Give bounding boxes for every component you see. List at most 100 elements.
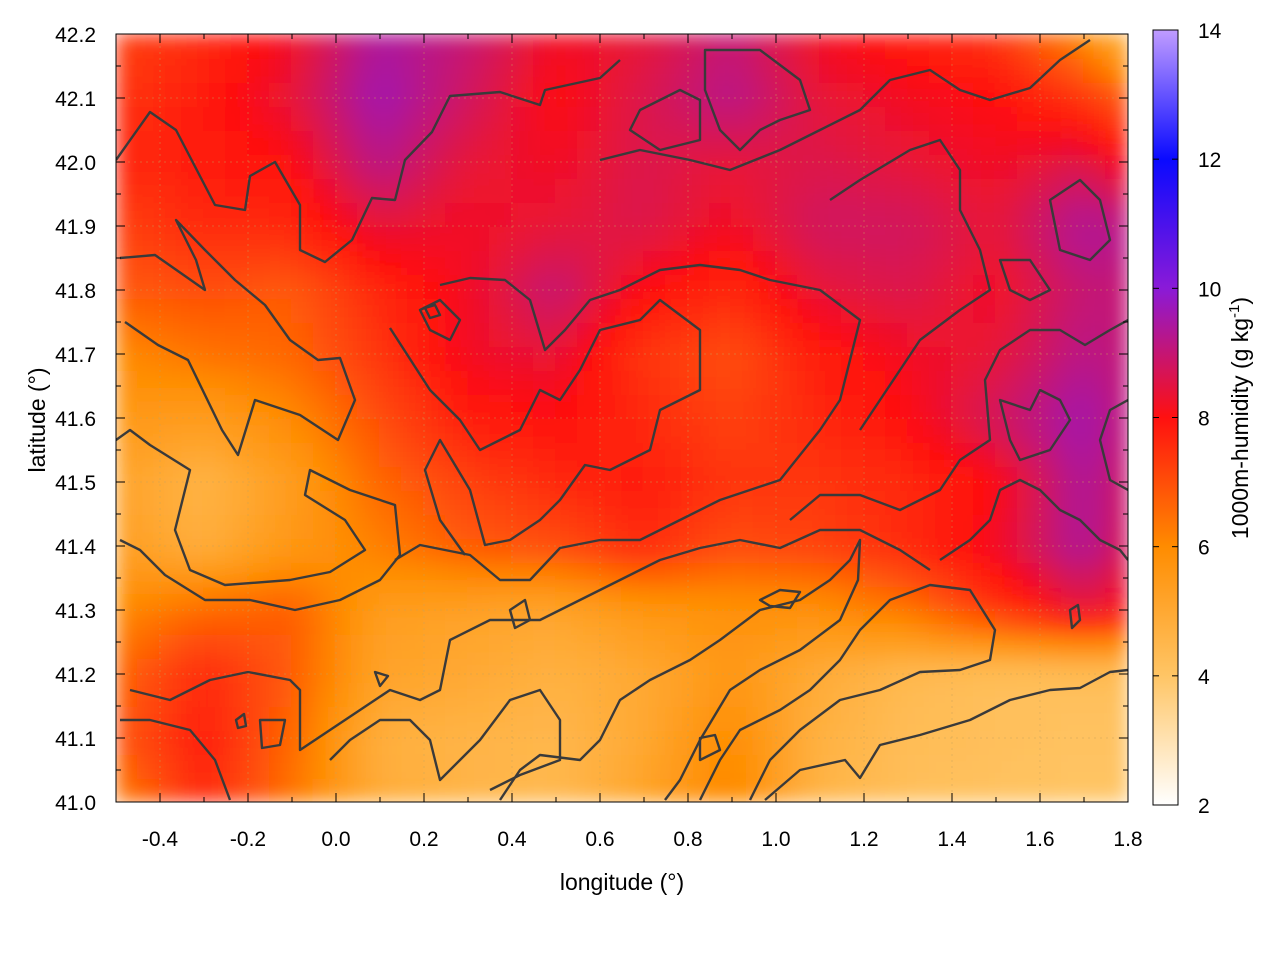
heatmap-cell (1017, 753, 1041, 779)
heatmap-cell (599, 657, 623, 683)
heatmap-cell (621, 345, 645, 371)
heatmap-cell (555, 513, 579, 539)
heatmap-cell (423, 585, 447, 611)
heatmap-cell (973, 34, 997, 59)
heatmap-cell (973, 777, 997, 802)
heatmap-cell (181, 81, 205, 107)
heatmap-cell (269, 201, 293, 227)
heatmap-cell (1039, 393, 1063, 419)
heatmap-cell (159, 153, 183, 179)
heatmap-cell (159, 585, 183, 611)
heatmap-cell (467, 249, 491, 275)
heatmap-cell (379, 393, 403, 419)
heatmap-cell (1017, 321, 1041, 347)
heatmap-cell (929, 729, 953, 755)
contour-line (698, 583, 997, 801)
heatmap-cell (137, 34, 161, 59)
heatmap-cell (269, 297, 293, 323)
colorbar-tick-label: 14 (1198, 20, 1222, 43)
heatmap-cell (885, 81, 909, 107)
heatmap-cell (401, 729, 425, 755)
heatmap-cell (423, 417, 447, 443)
heatmap-cell (1105, 705, 1128, 731)
heatmap-cell (665, 273, 689, 299)
heatmap-cell (1105, 417, 1128, 443)
heatmap-cell (291, 777, 315, 802)
heatmap-cell (203, 585, 227, 611)
heatmap-cell (731, 129, 755, 155)
heatmap-cell (665, 777, 689, 802)
heatmap-cell (511, 57, 535, 83)
heatmap-cell (489, 729, 513, 755)
heatmap-cell (599, 249, 623, 275)
heatmap-cell (819, 585, 843, 611)
heatmap-cell (577, 369, 601, 395)
heatmap-cell (797, 225, 821, 251)
heatmap-cell (401, 321, 425, 347)
heatmap-cell (1061, 249, 1085, 275)
heatmap-cell (181, 393, 205, 419)
x-tick-label: 0.6 (585, 828, 614, 851)
heatmap-cell (181, 297, 205, 323)
heatmap-cell (313, 201, 337, 227)
heatmap-cell (973, 393, 997, 419)
heatmap-cell (445, 657, 469, 683)
heatmap-cell (907, 441, 931, 467)
heatmap-cell (577, 225, 601, 251)
heatmap-cell (357, 609, 381, 635)
heatmap-cell (423, 201, 447, 227)
heatmap-cell (555, 345, 579, 371)
heatmap-cell (1017, 513, 1041, 539)
heatmap-cell (137, 753, 161, 779)
heatmap-cell (885, 177, 909, 203)
heatmap-cell (116, 441, 139, 467)
heatmap-cell (335, 681, 359, 707)
heatmap-cell (423, 369, 447, 395)
heatmap-cell (335, 105, 359, 131)
heatmap-cell (665, 633, 689, 659)
heatmap-cell (1105, 369, 1128, 395)
heatmap-cell (885, 753, 909, 779)
heatmap-cell (775, 249, 799, 275)
heatmap-cell (401, 393, 425, 419)
heatmap-cell (247, 513, 271, 539)
heatmap-cell (599, 777, 623, 802)
heatmap-cell (159, 417, 183, 443)
heatmap-cell (401, 465, 425, 491)
heatmap-cell (203, 753, 227, 779)
heatmap-cell (533, 489, 557, 515)
heatmap-cell (819, 105, 843, 131)
heatmap-cell (1039, 249, 1063, 275)
heatmap-cell (709, 729, 733, 755)
heatmap-cell (643, 249, 667, 275)
heatmap-cell (1083, 249, 1107, 275)
heatmap-cell (423, 177, 447, 203)
heatmap-cell (225, 345, 249, 371)
heatmap-cell (116, 489, 139, 515)
heatmap-cell (269, 129, 293, 155)
heatmap-cell (445, 777, 469, 802)
heatmap-cell (753, 561, 777, 587)
heatmap-cell (973, 417, 997, 443)
heatmap-cell (445, 129, 469, 155)
heatmap-cell (687, 297, 711, 323)
heatmap-cell (247, 249, 271, 275)
heatmap-cell (313, 105, 337, 131)
heatmap-cell (599, 561, 623, 587)
heatmap-cell (863, 321, 887, 347)
heatmap-cell (555, 681, 579, 707)
heatmap-cell (1017, 489, 1041, 515)
heatmap-cell (929, 417, 953, 443)
heatmap-cell (357, 777, 381, 802)
heatmap-cell (687, 585, 711, 611)
contour-line (508, 588, 802, 762)
heatmap-cell (841, 657, 865, 683)
heatmap-cell (511, 129, 535, 155)
heatmap-cell (1039, 417, 1063, 443)
heatmap-cell (467, 393, 491, 419)
heatmap-cell (863, 273, 887, 299)
heatmap-cell (313, 129, 337, 155)
heatmap-cell (511, 417, 535, 443)
heatmap-cell (445, 417, 469, 443)
contour-line (628, 48, 812, 152)
